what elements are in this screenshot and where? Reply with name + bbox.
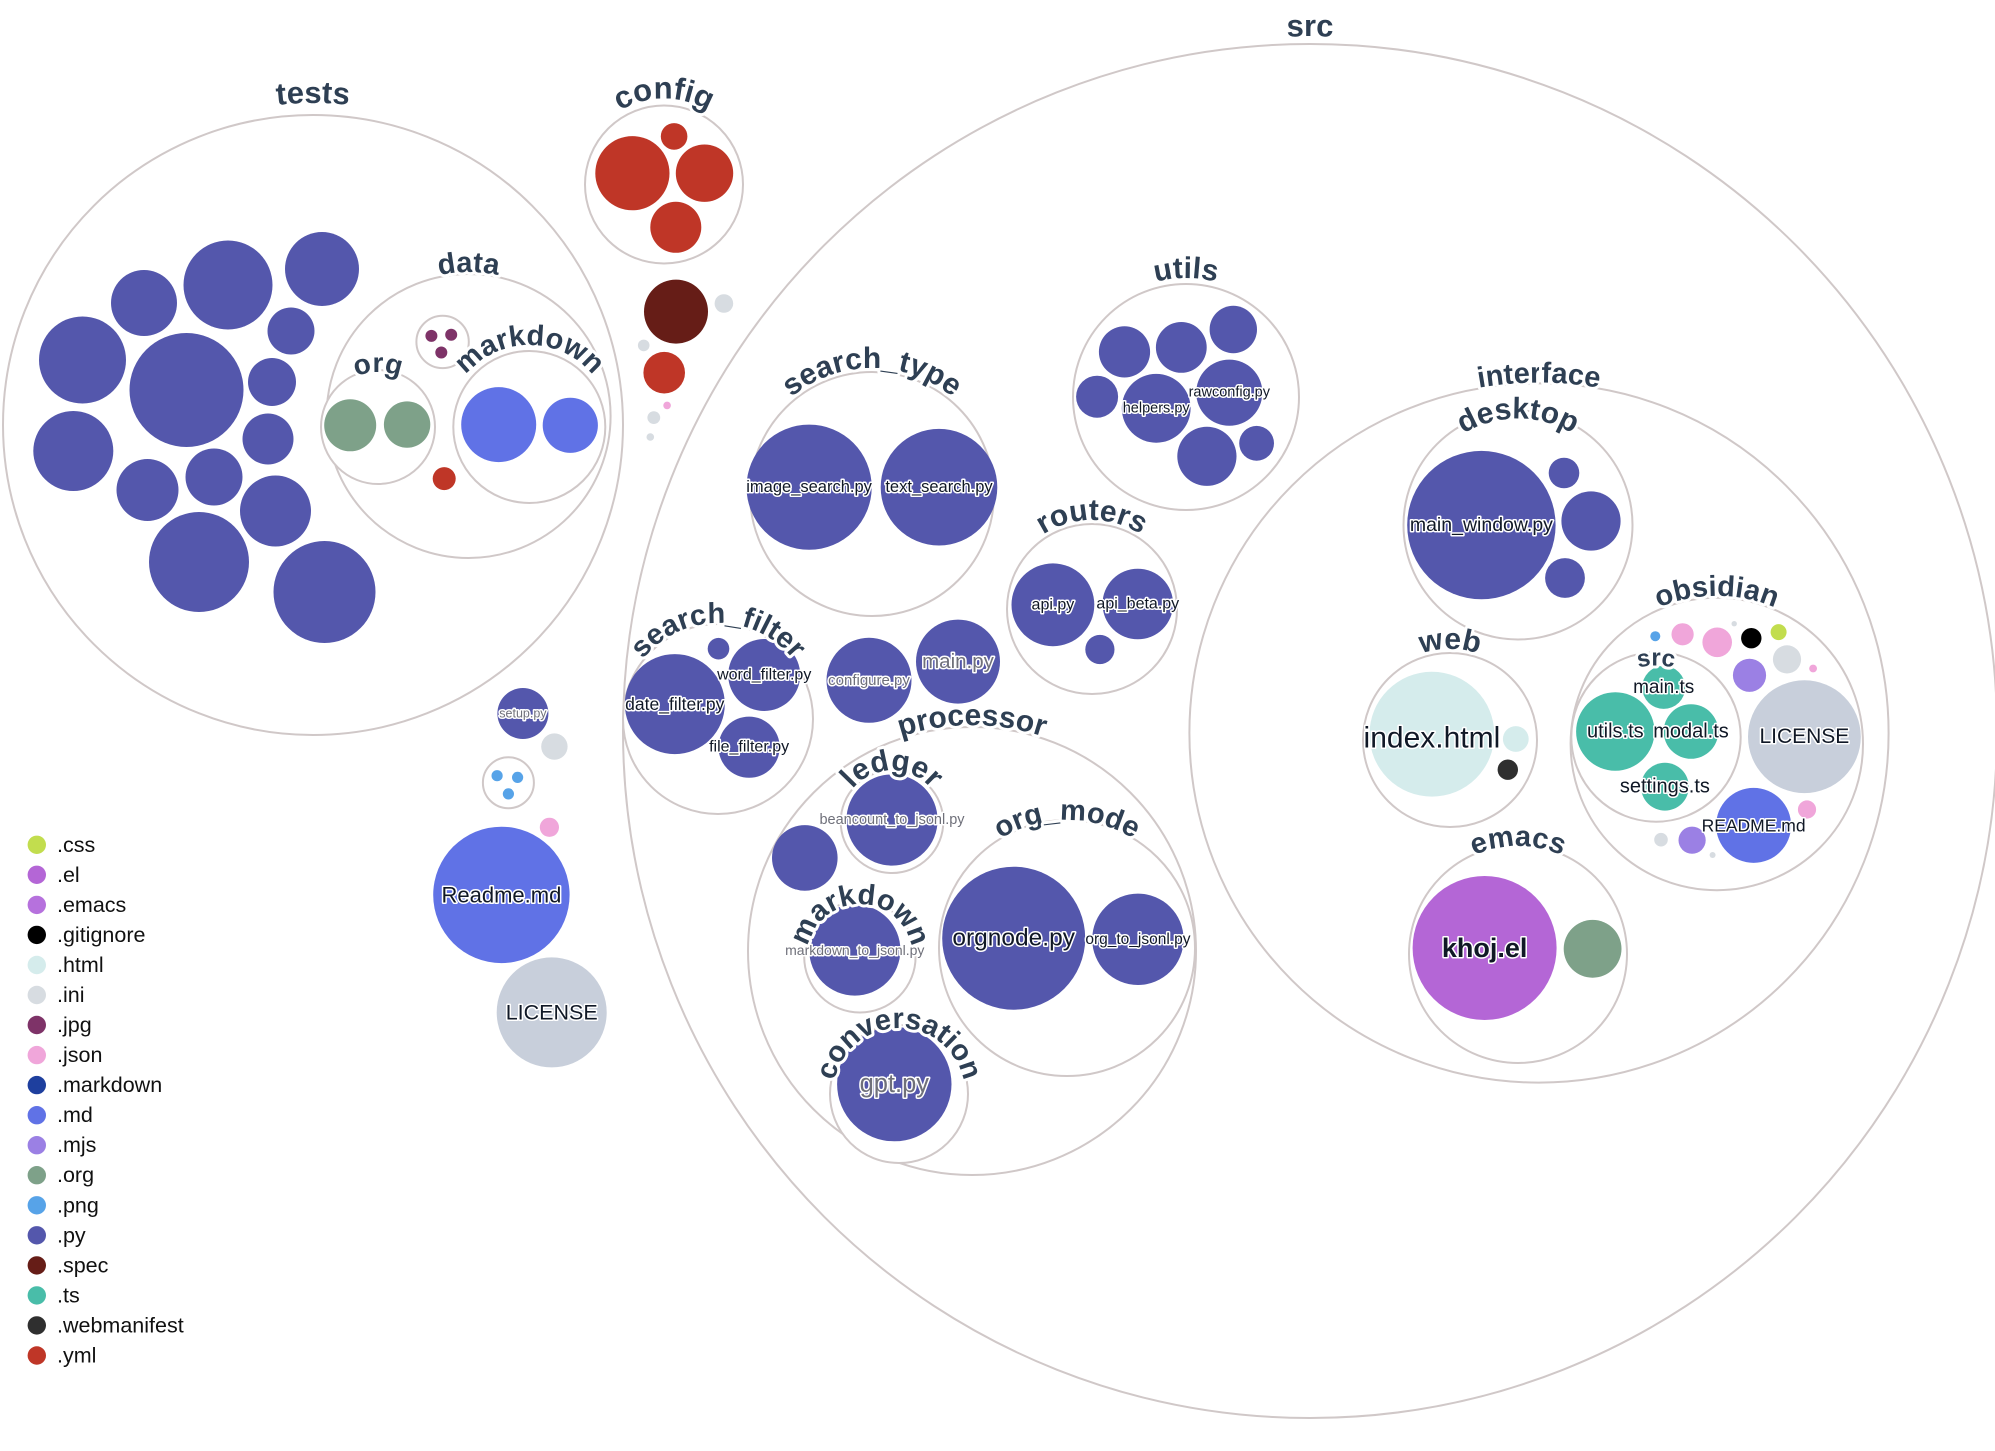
svg-text:.spec: .spec <box>57 1253 109 1277</box>
svg-text:.py: .py <box>57 1223 86 1247</box>
svg-text:.jpg: .jpg <box>57 1013 92 1037</box>
svg-text:.emacs: .emacs <box>57 893 126 917</box>
svg-text:tests: tests <box>274 75 351 112</box>
svg-text:index.html: index.html <box>1364 722 1501 755</box>
svg-text:LICENSE: LICENSE <box>506 1000 598 1024</box>
svg-text:src: src <box>1635 644 1677 673</box>
svg-text:main.ts: main.ts <box>1633 677 1694 698</box>
svg-text:modal.ts: modal.ts <box>1653 721 1729 743</box>
svg-text:settings.ts: settings.ts <box>1620 776 1710 798</box>
svg-text:.ini: .ini <box>57 983 84 1007</box>
svg-text:.yml: .yml <box>57 1344 96 1368</box>
svg-text:.ts: .ts <box>57 1283 80 1307</box>
svg-text:.markdown: .markdown <box>57 1073 162 1097</box>
svg-text:markdown_to_jsonl.py: markdown_to_jsonl.py <box>785 942 924 958</box>
svg-text:.gitignore: .gitignore <box>57 923 145 947</box>
svg-text:utils: utils <box>1151 252 1222 289</box>
svg-text:.json: .json <box>57 1043 102 1067</box>
svg-text:helpers.py: helpers.py <box>1123 400 1191 416</box>
svg-text:.el: .el <box>57 863 80 887</box>
svg-text:README.md: README.md <box>1702 815 1806 835</box>
svg-text:LICENSE: LICENSE <box>1759 725 1849 748</box>
svg-text:.md: .md <box>57 1103 93 1127</box>
svg-text:org_to_jsonl.py: org_to_jsonl.py <box>1085 931 1190 948</box>
svg-text:file_filter.py: file_filter.py <box>709 739 789 756</box>
svg-text:image_search.py: image_search.py <box>746 478 872 496</box>
svg-text:main_window.py: main_window.py <box>1410 514 1553 536</box>
svg-text:date_filter.py: date_filter.py <box>625 694 724 715</box>
svg-text:web: web <box>1415 623 1484 660</box>
svg-text:gpt.py: gpt.py <box>860 1070 930 1098</box>
svg-text:org: org <box>350 347 407 382</box>
svg-text:word_filter.py: word_filter.py <box>716 667 811 684</box>
svg-text:.mjs: .mjs <box>57 1133 96 1157</box>
svg-text:utils.ts: utils.ts <box>1587 721 1644 743</box>
svg-text:src: src <box>1286 8 1334 43</box>
svg-text:.png: .png <box>57 1193 99 1217</box>
svg-text:.webmanifest: .webmanifest <box>57 1313 184 1337</box>
svg-text:setup.py: setup.py <box>499 707 547 721</box>
svg-text:api.py: api.py <box>1032 596 1075 613</box>
svg-text:beancount_to_jsonl.py: beancount_to_jsonl.py <box>819 812 965 828</box>
svg-text:orgnode.py: orgnode.py <box>952 925 1075 952</box>
svg-text:rawconfig.py: rawconfig.py <box>1189 385 1271 401</box>
svg-text:.org: .org <box>57 1163 94 1187</box>
svg-text:.html: .html <box>57 953 104 977</box>
svg-text:interface: interface <box>1475 358 1603 395</box>
svg-text:api_beta.py: api_beta.py <box>1096 596 1179 613</box>
svg-text:text_search.py: text_search.py <box>885 478 993 496</box>
svg-text:main.py: main.py <box>922 650 995 673</box>
svg-text:.css: .css <box>57 833 95 857</box>
svg-text:khoj.el: khoj.el <box>1442 933 1528 963</box>
svg-text:data: data <box>435 247 502 282</box>
svg-text:Readme.md: Readme.md <box>441 882 561 907</box>
svg-text:configure.py: configure.py <box>828 672 910 689</box>
